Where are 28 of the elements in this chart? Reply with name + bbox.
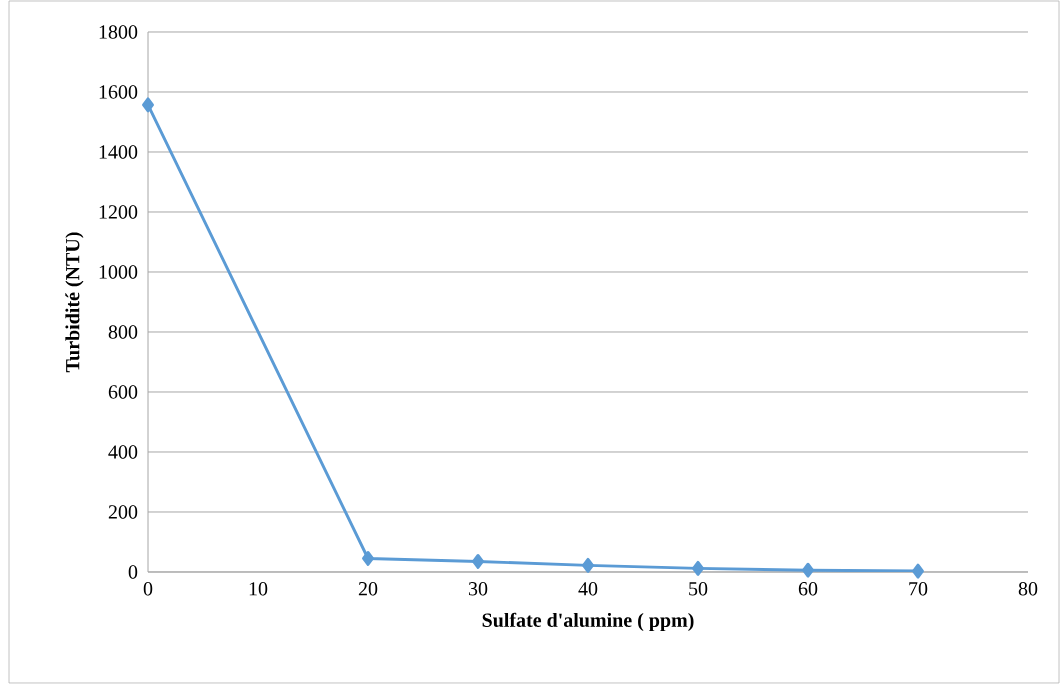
point xyxy=(692,560,704,576)
point xyxy=(142,97,154,113)
y-tick-label: 800 xyxy=(108,325,138,339)
x-tick-label: 30 xyxy=(468,582,488,596)
x-tick-label: 20 xyxy=(358,582,378,596)
y-tick-label: 1000 xyxy=(99,265,138,279)
y-tick-label: 1600 xyxy=(99,85,138,99)
y-axis-title: Turbidité (NTU) xyxy=(65,232,84,373)
x-tick-label: 40 xyxy=(578,582,598,596)
x-tick-label: 80 xyxy=(1018,582,1038,596)
point xyxy=(362,551,374,566)
point xyxy=(912,563,924,579)
x-tick-label: 70 xyxy=(909,582,928,596)
x-tick-label: 0 xyxy=(143,582,153,596)
x-tick-label: 10 xyxy=(249,582,268,596)
point xyxy=(472,554,484,569)
point xyxy=(582,557,594,573)
y-tick-label: 200 xyxy=(108,505,138,519)
y-tick-label: 0 xyxy=(128,565,138,579)
x-tick-label: 60 xyxy=(798,582,818,596)
x-axis-title: Sulfate d'alumine ( ppm) xyxy=(482,612,694,632)
y-tick-label: 1800 xyxy=(99,25,138,39)
point xyxy=(802,562,814,578)
y-tick-label: 1400 xyxy=(99,145,138,159)
x-tick-label: 50 xyxy=(689,582,708,596)
y-tick-label: 600 xyxy=(108,385,138,399)
y-tick-label: 400 xyxy=(108,445,138,459)
y-tick-label: 1200 xyxy=(99,205,138,219)
